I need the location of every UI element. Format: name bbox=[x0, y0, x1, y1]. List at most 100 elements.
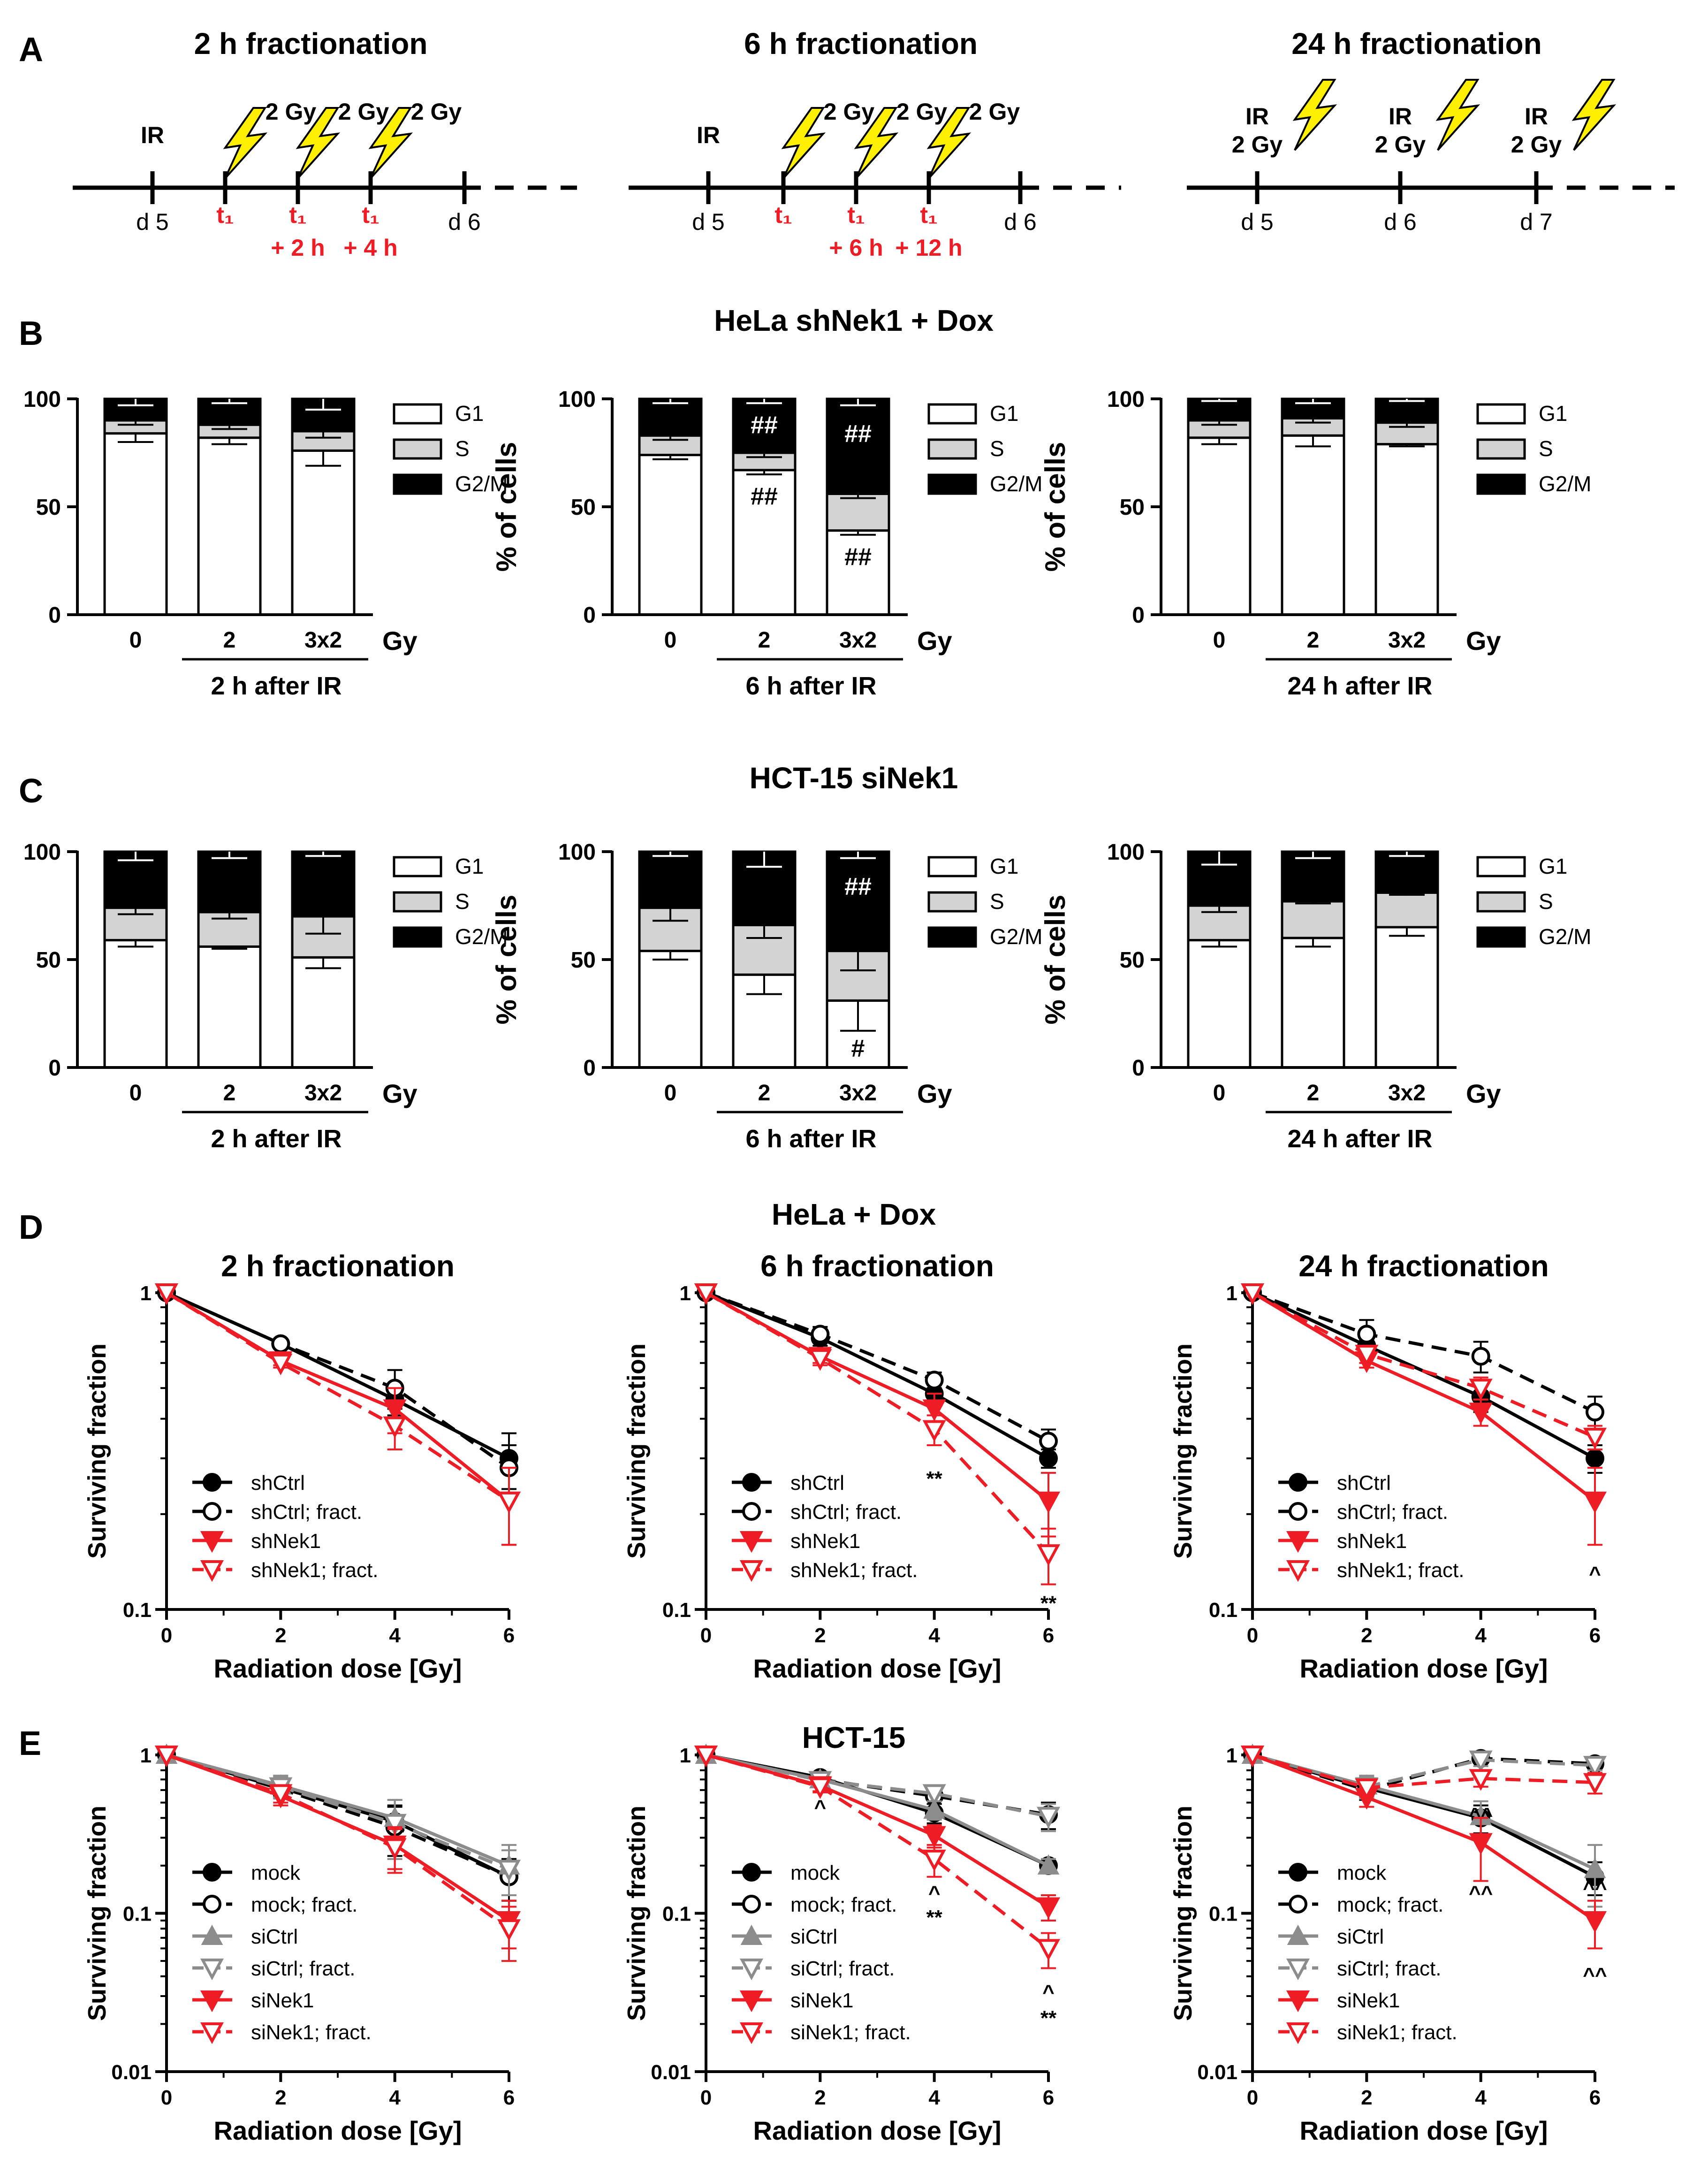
category-label: 2 bbox=[758, 628, 771, 653]
y-tick-label: 50 bbox=[571, 948, 596, 973]
category-label: 2 bbox=[758, 1081, 771, 1106]
series-line bbox=[705, 1291, 1049, 1460]
legend-swatch bbox=[1476, 438, 1526, 460]
legend-label: shNek1 bbox=[1337, 1530, 1407, 1553]
bar-segment-g1 bbox=[103, 432, 168, 616]
legend-label: S bbox=[455, 889, 470, 914]
data-point bbox=[269, 1784, 293, 1806]
x-tick-label: 2 bbox=[1361, 2086, 1372, 2109]
data-point bbox=[922, 1826, 946, 1848]
significance-mark: ** bbox=[926, 1467, 943, 1490]
dose-label: 2 Gy bbox=[969, 99, 1020, 125]
bar-segment-g2m bbox=[826, 397, 890, 495]
legend-label: siCtrl; fract. bbox=[251, 1957, 355, 1980]
legend-label: G2/M bbox=[990, 472, 1042, 496]
data-point bbox=[269, 1353, 293, 1376]
significance-mark: ** bbox=[1040, 1592, 1057, 1615]
ir-label: IR bbox=[1245, 103, 1269, 130]
legend-label: siNek1; fract. bbox=[790, 2021, 911, 2044]
significance-mark: ^ bbox=[928, 1882, 941, 1905]
unit-label: Gy bbox=[382, 626, 418, 656]
timeline-title: 24 h fractionation bbox=[1291, 27, 1541, 61]
legend-marker bbox=[203, 1863, 221, 1882]
x-axis-label: Radiation dose [Gy] bbox=[1300, 1654, 1548, 1683]
panel-e-title: HCT-15 bbox=[802, 1721, 906, 1754]
significance-mark: ## bbox=[751, 412, 778, 439]
bar-segment-g1 bbox=[1281, 937, 1345, 1069]
lightning-bolt-icon bbox=[1435, 79, 1480, 151]
y-tick-label: 1 bbox=[1226, 1744, 1237, 1767]
series-line bbox=[166, 1291, 510, 1460]
legend-swatch bbox=[1476, 891, 1526, 913]
survival-chart-E1: 0.01 0.1 1 0 2 4 6 Radiation dose [Gy] Surviving… bbox=[83, 1743, 521, 2145]
t1-label: t₁ bbox=[362, 202, 379, 228]
y-tick-label: 0 bbox=[48, 1056, 61, 1081]
ir-label: IR bbox=[697, 122, 720, 148]
legend-label: shCtrl bbox=[251, 1472, 305, 1494]
group-label: 6 h after IR bbox=[745, 672, 876, 700]
legend-label: siCtrl bbox=[1337, 1925, 1384, 1948]
legend-marker bbox=[742, 1895, 761, 1914]
panel-letter-d: D bbox=[19, 1209, 43, 1246]
y-tick-label: 50 bbox=[1120, 495, 1145, 520]
dose-label: 2 Gy bbox=[338, 99, 389, 125]
time-offset-label: + 12 h bbox=[895, 235, 962, 261]
legend-label: shCtrl; fract. bbox=[1337, 1501, 1448, 1524]
lightning-bolt-icon bbox=[854, 107, 899, 179]
data-point bbox=[1583, 1911, 1607, 1933]
panel-b-title: HeLa shNek1 + Dox bbox=[714, 304, 994, 337]
legend-marker bbox=[1289, 1895, 1307, 1914]
series-shnek1-fract- bbox=[1240, 1283, 1607, 1451]
ir-label: IR bbox=[1525, 103, 1548, 130]
data-point bbox=[1469, 1769, 1493, 1791]
lightning-bolt-icon bbox=[296, 107, 341, 179]
data-point bbox=[923, 1798, 946, 1819]
dose-label: 2 Gy bbox=[1511, 131, 1562, 158]
legend-marker bbox=[203, 1502, 221, 1521]
legend-marker bbox=[200, 1531, 224, 1553]
legend-label: siNek1 bbox=[251, 1989, 314, 2012]
category-label: 2 bbox=[223, 1081, 236, 1106]
legend-label: mock; fract. bbox=[790, 1893, 897, 1916]
y-tick-label: 50 bbox=[571, 495, 596, 520]
series-line bbox=[1252, 1291, 1596, 1502]
y-tick-label: 0 bbox=[583, 603, 596, 628]
legend-label: S bbox=[455, 436, 470, 461]
chart-title: 2 h fractionation bbox=[221, 1249, 455, 1283]
y-tick-label: 0 bbox=[1132, 603, 1145, 628]
dose-label: 2 Gy bbox=[824, 99, 875, 125]
y-axis-label: % of cells bbox=[491, 442, 522, 572]
series-line bbox=[166, 1291, 510, 1502]
dose-label: 2 Gy bbox=[411, 99, 462, 125]
data-point bbox=[1039, 1432, 1058, 1451]
group-label: 24 h after IR bbox=[1287, 672, 1432, 700]
legend-label: S bbox=[1539, 436, 1553, 461]
legend-label: shCtrl bbox=[1337, 1472, 1391, 1494]
data-point bbox=[497, 1860, 521, 1882]
legend-marker bbox=[739, 2022, 764, 2044]
day-label: d 7 bbox=[1520, 209, 1553, 235]
unit-label: Gy bbox=[1466, 1079, 1501, 1108]
category-label: 0 bbox=[1213, 628, 1226, 653]
bar-segment-g1 bbox=[1374, 926, 1439, 1069]
legend-marker bbox=[742, 1863, 761, 1882]
y-tick-label: 100 bbox=[558, 840, 596, 865]
x-tick-label: 4 bbox=[1475, 2086, 1487, 2109]
legend-marker bbox=[739, 1990, 764, 2013]
dose-label: 2 Gy bbox=[1232, 131, 1283, 158]
ir-label: IR bbox=[1389, 103, 1412, 130]
bar-segment-g1 bbox=[638, 454, 703, 616]
data-point bbox=[922, 1399, 946, 1421]
legend-label: G1 bbox=[1539, 854, 1567, 878]
category-label: 2 bbox=[1307, 1081, 1320, 1106]
y-tick-label: 1 bbox=[1226, 1282, 1237, 1305]
day-label: d 6 bbox=[1004, 209, 1037, 235]
x-tick-label: 0 bbox=[1247, 1624, 1258, 1647]
panel-letter-b: B bbox=[19, 315, 43, 352]
legend-marker bbox=[201, 1924, 223, 1945]
legend-swatch bbox=[927, 473, 977, 495]
legend-label: mock bbox=[251, 1861, 301, 1884]
significance-mark: ^^ bbox=[1583, 1877, 1607, 1900]
series-line bbox=[1252, 1291, 1596, 1460]
data-point bbox=[694, 1283, 718, 1305]
